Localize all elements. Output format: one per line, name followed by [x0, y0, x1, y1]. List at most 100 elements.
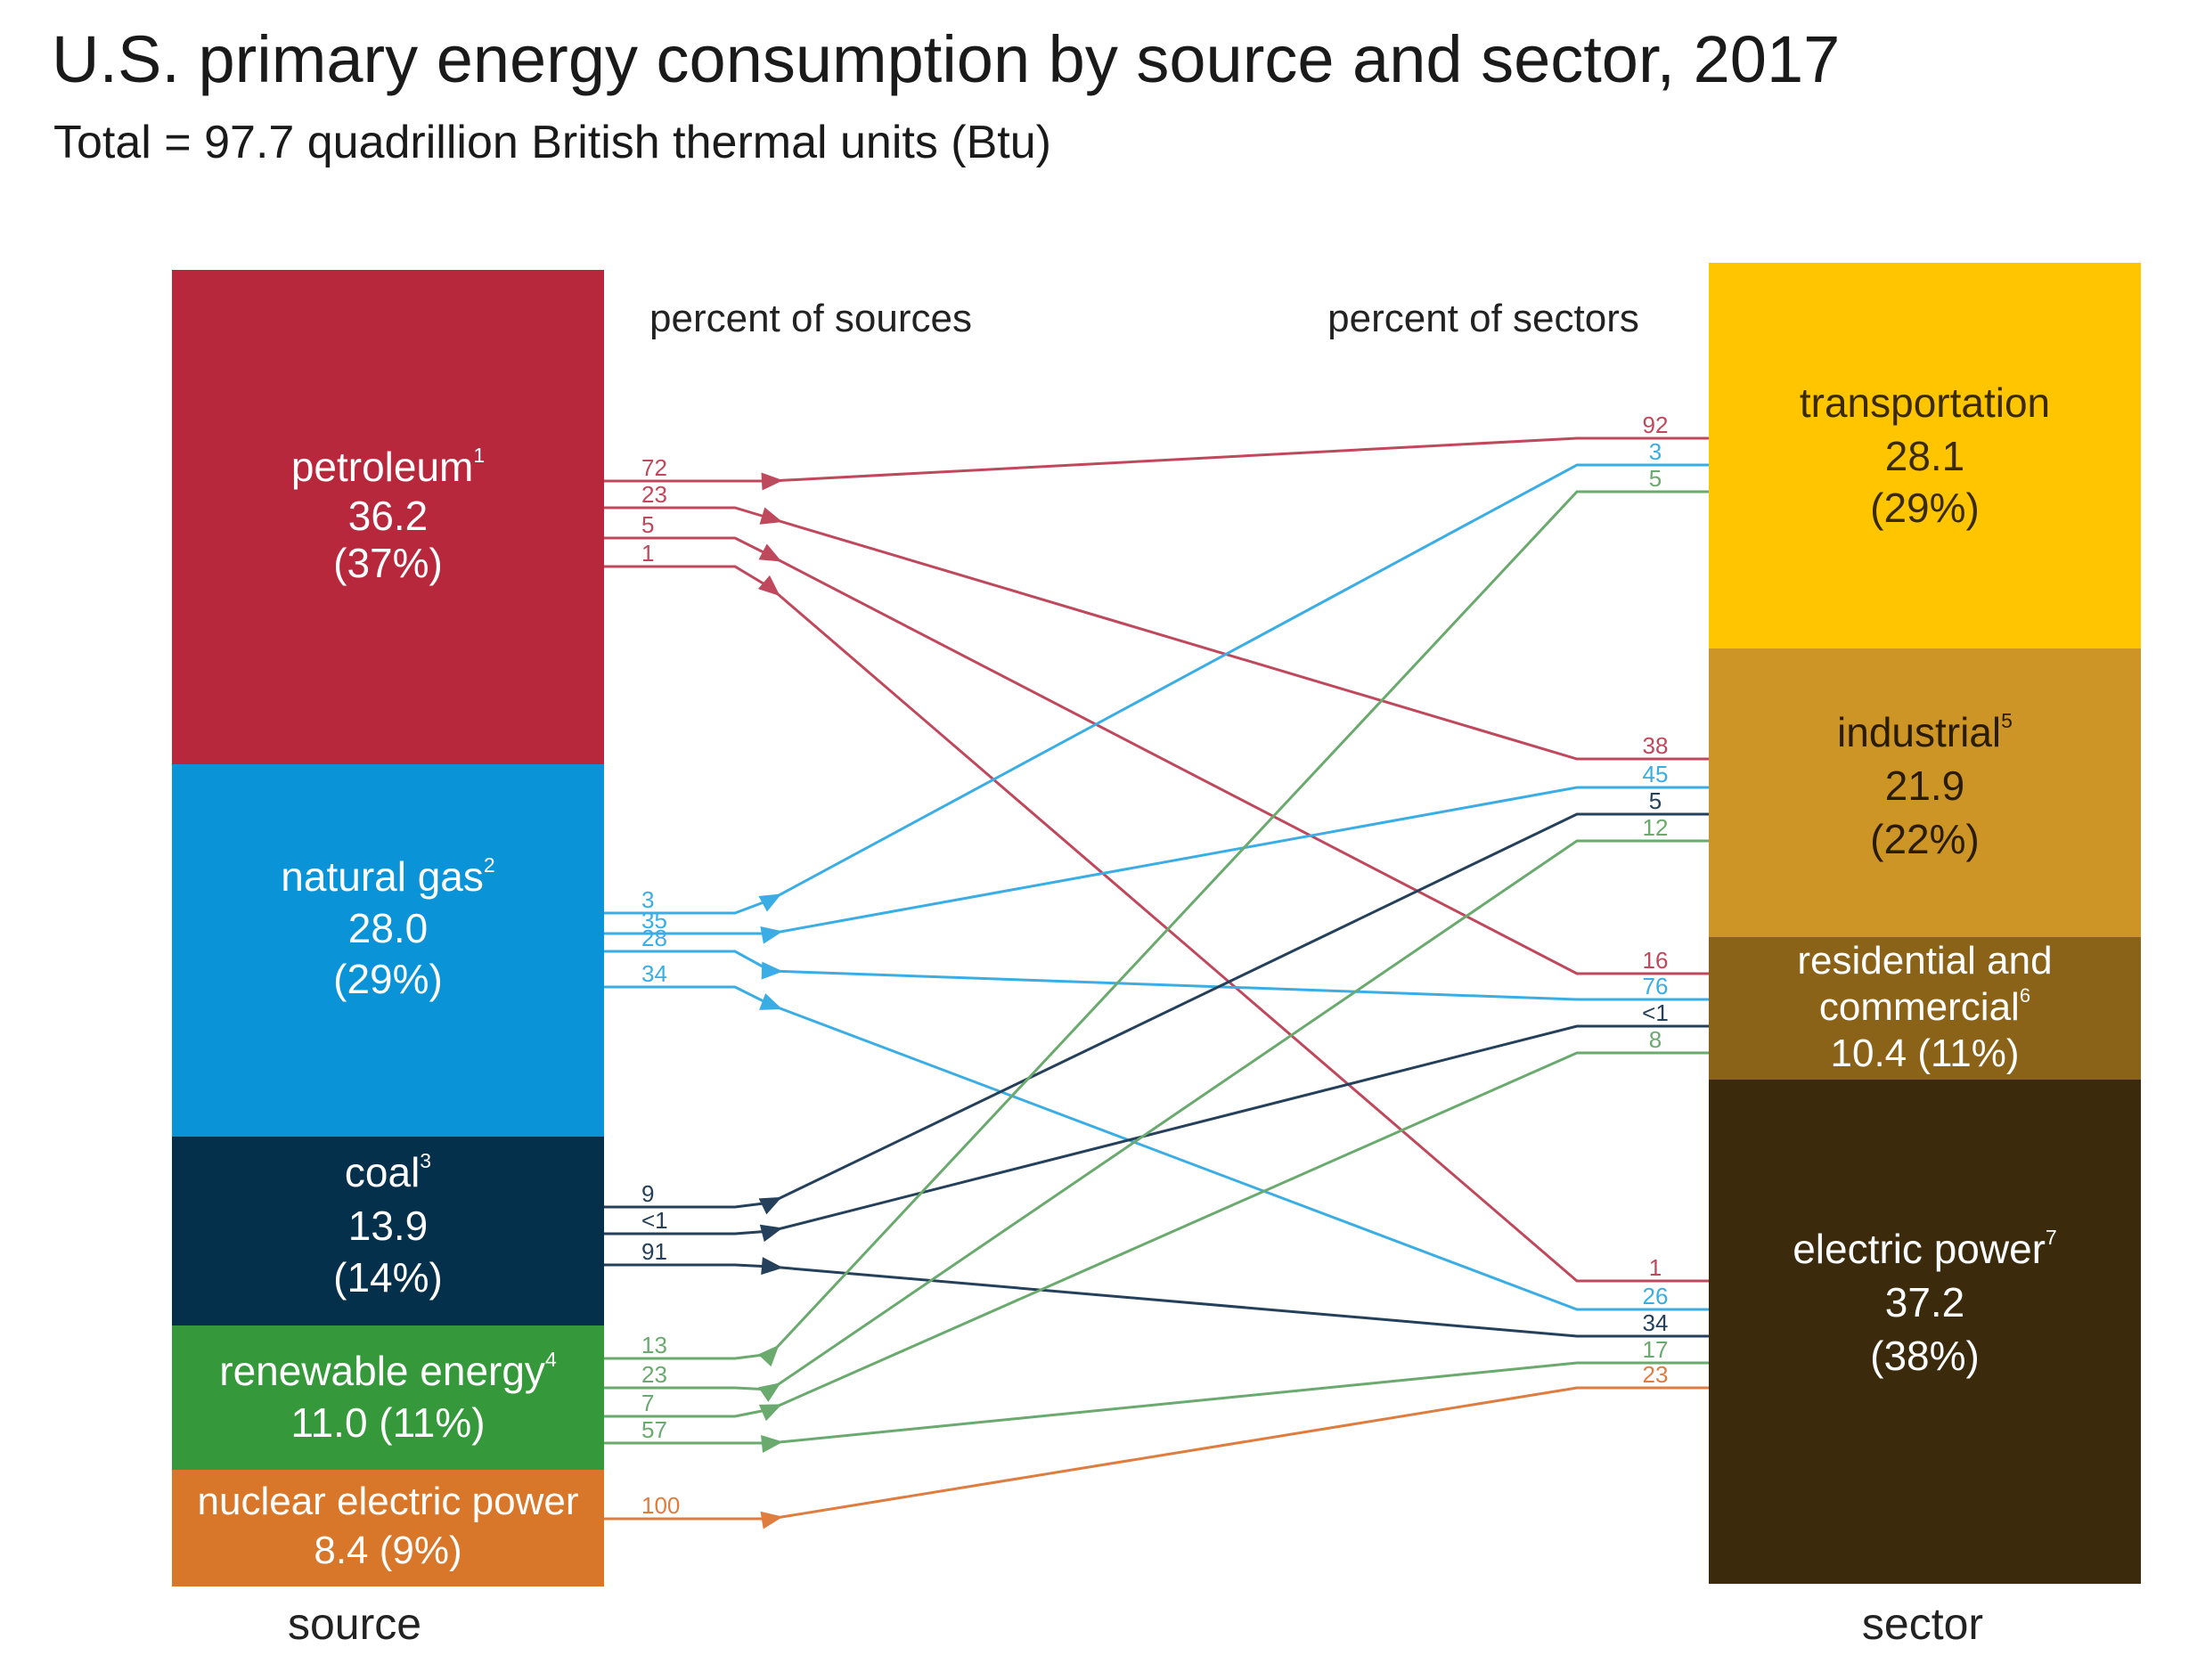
source-value-natural-gas: 28.0	[348, 905, 429, 951]
source-value-renewable: 11.0 (11%)	[290, 1399, 485, 1446]
sector-block-residential	[1709, 937, 2141, 1080]
blocks-layer	[172, 263, 2141, 1586]
sector-value-industrial: 21.9	[1885, 763, 1965, 809]
chart-subtitle: Total = 97.7 quadrillion British thermal…	[53, 117, 1051, 168]
source-pct-natural-gas: (29%)	[333, 956, 443, 1002]
sector-pct-label-industrial-renewable: 12	[1643, 814, 1669, 841]
source-block-natural_gas	[172, 764, 604, 1137]
source-pct-label-coal-industrial: 9	[641, 1180, 654, 1207]
source-value-petroleum: 36.2	[348, 493, 429, 539]
sector-name-electric: electric power7	[1793, 1226, 2057, 1272]
source-name-nuclear: nuclear electric power	[198, 1480, 579, 1523]
source-pct-label-petroleum-residential: 5	[641, 511, 654, 538]
sector-pct-label-industrial-natural_gas: 45	[1643, 761, 1669, 787]
source-pct-label-renewable-industrial: 23	[641, 1361, 667, 1388]
sector-pct-label-industrial-petroleum: 38	[1643, 732, 1669, 759]
source-pct-label-petroleum-electric: 1	[641, 540, 654, 567]
sector-pct-label-residential-renewable: 8	[1649, 1026, 1662, 1053]
source-block-coal	[172, 1137, 604, 1325]
source-pct-label-natural_gas-electric: 34	[641, 960, 667, 987]
sector-name-industrial: industrial5	[1837, 709, 2013, 755]
flow-arrow-natural_gas-to-electric	[759, 993, 783, 1010]
sector-name-residential: residential and	[1797, 939, 2052, 983]
flow-arrow-coal-to-industrial	[758, 1196, 782, 1215]
flow-arrow-coal-to-electric	[761, 1257, 783, 1276]
sector-name-transportation: transportation	[1800, 379, 2050, 426]
source-pct-label-nuclear-electric: 100	[641, 1492, 680, 1519]
source-name-renewable: renewable energy4	[219, 1348, 557, 1394]
source-name-natural-gas: natural gas2	[281, 853, 494, 900]
flow-line-renewable-to-electric	[604, 1361, 1709, 1445]
flow-arrow-renewable-to-electric	[761, 1435, 783, 1453]
source-value-coal: 13.9	[348, 1203, 429, 1249]
chart-title: U.S. primary energy consumption by sourc…	[52, 22, 1841, 96]
source-block-petroleum	[172, 270, 604, 764]
source-block-nuclear	[172, 1470, 604, 1586]
flow-arrow-renewable-to-transportation	[757, 1344, 780, 1367]
flow-arrow-natural_gas-to-industrial	[760, 926, 783, 944]
flow-line-petroleum-to-electric	[604, 565, 1709, 1283]
flow-arrow-renewable-to-industrial	[758, 1382, 781, 1402]
sector-pct-label-transportation-renewable: 5	[1649, 465, 1662, 492]
sector-pct-label-residential-petroleum: 16	[1643, 947, 1669, 974]
sector-block-transportation	[1709, 263, 2141, 648]
sector-block-industrial	[1709, 648, 2141, 937]
source-axis-label: source	[288, 1599, 421, 1649]
sector-pct-label-electric-natural_gas: 26	[1643, 1283, 1669, 1309]
sector-pct-label-electric-petroleum: 1	[1649, 1254, 1662, 1281]
flow-arrow-petroleum-to-industrial	[759, 507, 783, 525]
flow-arrow-petroleum-to-electric	[757, 575, 780, 597]
sector-pct-transportation: (29%)	[1870, 485, 1980, 531]
sector-pct-label-residential-natural_gas: 76	[1643, 973, 1669, 999]
sector-pct-label-electric-nuclear: 23	[1643, 1361, 1669, 1388]
flow-line-coal-to-electric	[604, 1263, 1709, 1338]
source-pct-label-natural_gas-transportation: 3	[641, 886, 654, 913]
flow-arrow-renewable-to-residential	[758, 1404, 782, 1422]
sector-value-residential: 10.4 (11%)	[1831, 1032, 2020, 1075]
sector-pct-industrial: (22%)	[1870, 816, 1980, 862]
flow-arrow-nuclear-to-electric	[760, 1511, 783, 1529]
source-pct-label-renewable-residential: 7	[641, 1390, 654, 1416]
sector-pct-label-transportation-petroleum: 92	[1643, 412, 1669, 438]
sector-block-electric	[1709, 1080, 2141, 1584]
sector-axis-label: sector	[1862, 1599, 1983, 1649]
source-name-petroleum: petroleum1	[291, 444, 485, 490]
source-block-renewable	[172, 1325, 604, 1470]
source-value-nuclear: 8.4 (9%)	[314, 1529, 461, 1572]
sector-value-electric: 37.2	[1885, 1279, 1965, 1325]
flow-line-natural_gas-to-industrial	[604, 786, 1709, 935]
source-pct-coal: (14%)	[333, 1254, 443, 1301]
source-name-coal: coal3	[345, 1149, 431, 1195]
percent-of-sectors-label: percent of sectors	[1327, 297, 1639, 340]
sector-pct-electric: (38%)	[1870, 1333, 1980, 1379]
sector-value-transportation: 28.1	[1885, 433, 1965, 479]
flow-arrow-coal-to-residential	[759, 1224, 783, 1243]
flow-lines-layer	[604, 436, 1709, 1529]
source-pct-label-petroleum-transportation: 72	[641, 454, 667, 481]
source-pct-label-petroleum-industrial: 23	[641, 481, 667, 508]
flow-line-petroleum-to-transportation	[604, 436, 1709, 483]
source-pct-petroleum: (37%)	[333, 540, 443, 586]
flow-line-natural_gas-to-transportation	[604, 463, 1709, 915]
sector-pct-label-industrial-coal: 5	[1649, 787, 1662, 814]
source-pct-label-coal-electric: 91	[641, 1238, 667, 1265]
flow-line-petroleum-to-industrial	[604, 506, 1709, 761]
source-pct-label-renewable-transportation: 13	[641, 1332, 667, 1358]
source-pct-label-renewable-electric: 57	[641, 1416, 667, 1443]
sector-pct-label-residential-coal: <1	[1642, 999, 1669, 1026]
flow-line-coal-to-industrial	[604, 812, 1709, 1209]
source-pct-label-coal-residential: <1	[641, 1207, 668, 1234]
sector-pct-label-electric-renewable: 17	[1643, 1336, 1669, 1363]
source-pct-label-natural_gas-industrial: 35	[641, 907, 667, 934]
flow-arrow-natural_gas-to-transportation	[758, 893, 782, 912]
sector-name2-residential: commercial6	[1819, 984, 2030, 1029]
flow-arrow-natural_gas-to-residential	[761, 961, 783, 980]
flow-arrow-petroleum-to-transportation	[761, 472, 783, 491]
sector-pct-label-electric-coal: 34	[1643, 1309, 1669, 1336]
sector-pct-label-transportation-natural_gas: 3	[1649, 438, 1662, 465]
source-pct-label-natural_gas-residential: 28	[641, 925, 667, 951]
flow-arrow-petroleum-to-residential	[758, 543, 782, 562]
